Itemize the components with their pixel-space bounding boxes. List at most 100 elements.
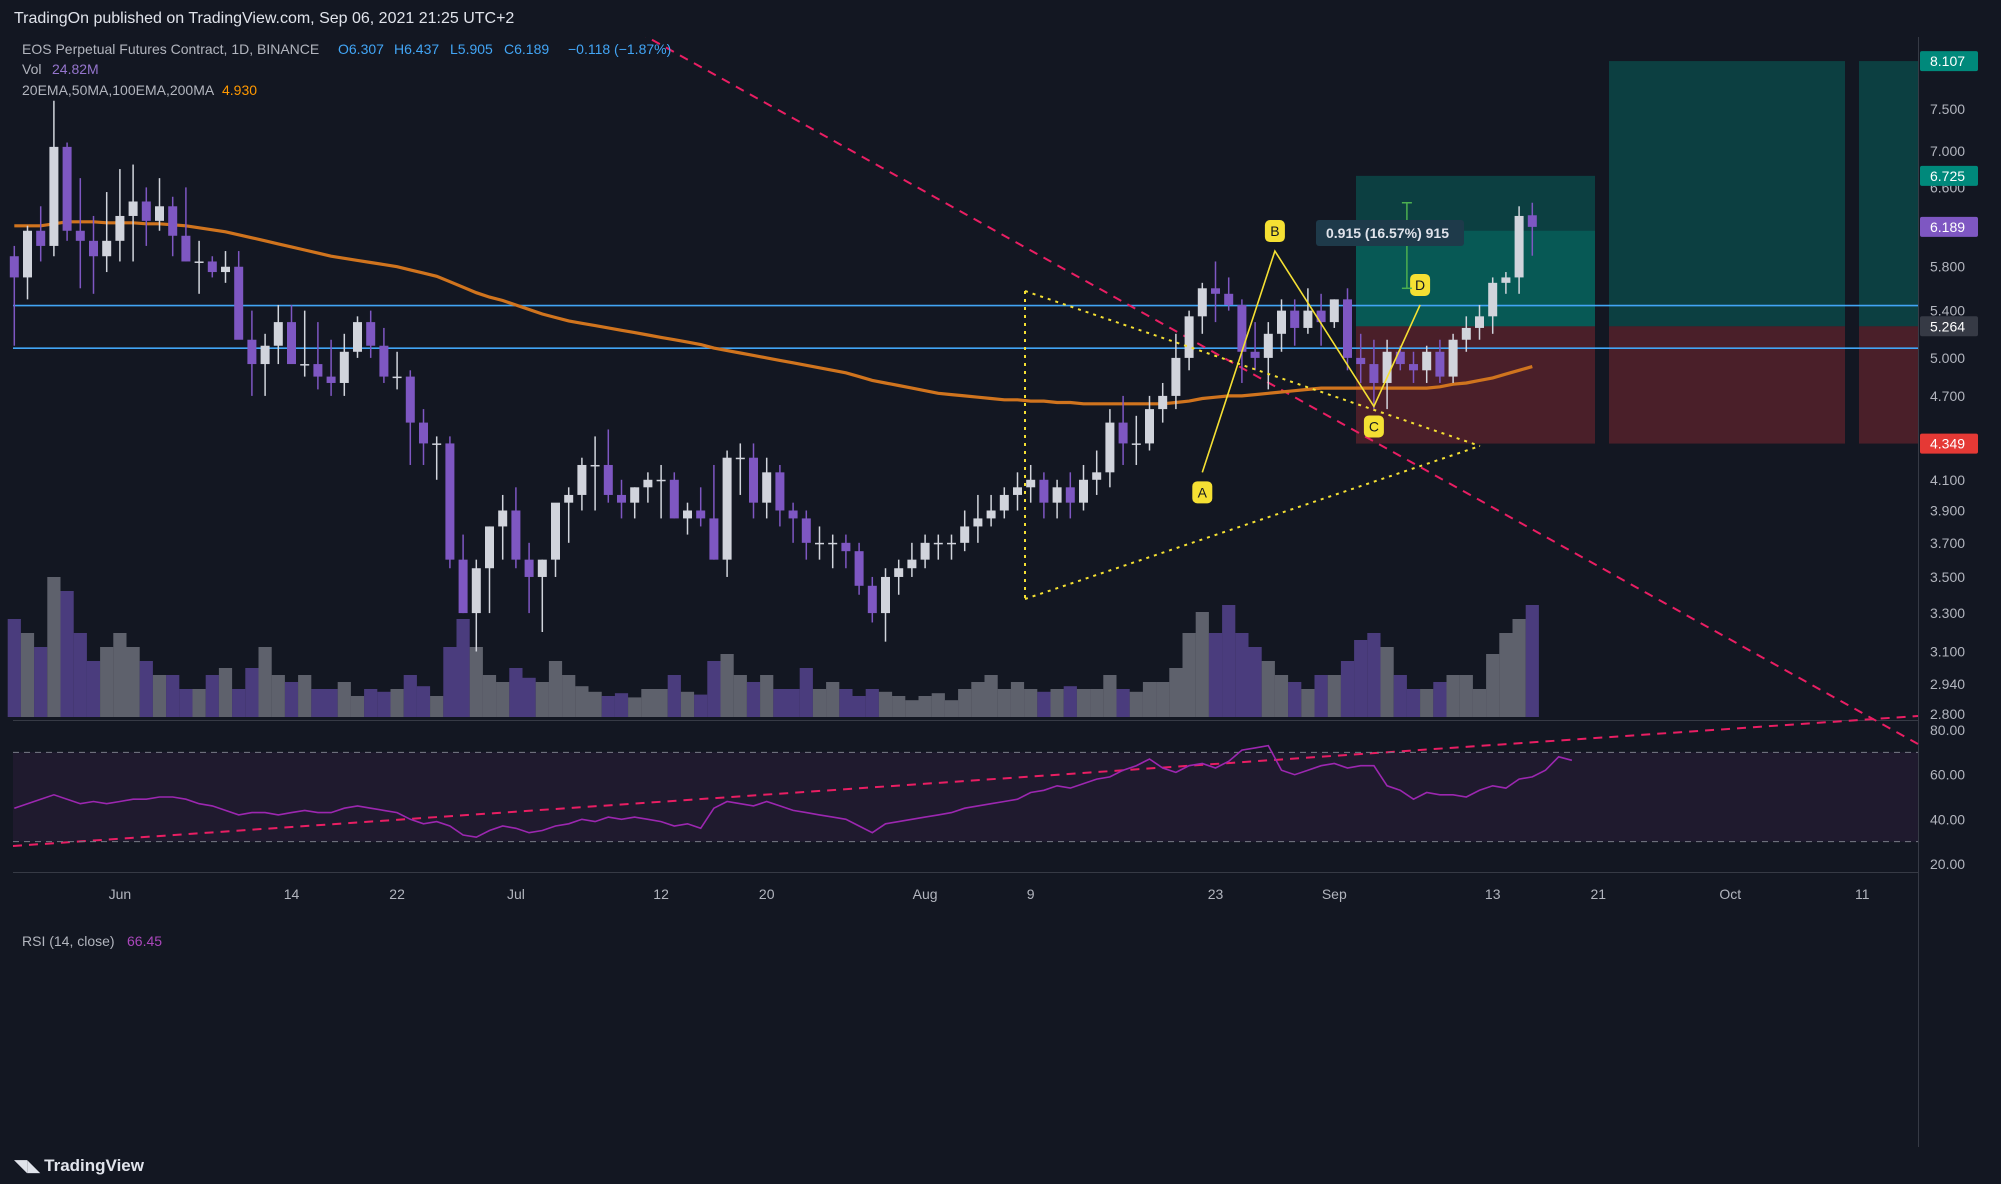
candle-body[interactable] [49, 146, 59, 246]
candle-body[interactable] [1092, 472, 1102, 480]
candle-body[interactable] [62, 146, 72, 231]
candle-body[interactable] [498, 510, 508, 527]
candle-body[interactable] [432, 443, 442, 445]
candle-body[interactable] [1065, 487, 1075, 503]
candle-body[interactable] [683, 510, 692, 519]
candle-body[interactable] [1382, 351, 1392, 383]
candle-body[interactable] [603, 464, 613, 495]
candle-body[interactable] [788, 510, 798, 519]
candle-body[interactable] [960, 526, 970, 543]
candle-body[interactable] [1356, 357, 1366, 365]
candle-body[interactable] [1013, 487, 1022, 495]
candle-body[interactable] [313, 364, 323, 377]
candle-body[interactable] [419, 422, 428, 444]
candle-body[interactable] [986, 510, 996, 519]
candle-body[interactable] [128, 201, 138, 216]
candle-body[interactable] [920, 542, 930, 560]
candle-body[interactable] [775, 472, 785, 511]
candle-body[interactable] [1039, 479, 1049, 503]
candle-body[interactable] [511, 510, 521, 560]
candle-body[interactable] [445, 443, 455, 560]
candle-body[interactable] [326, 376, 336, 383]
candle-body[interactable] [89, 240, 98, 257]
candle-body[interactable] [643, 479, 653, 488]
candle-body[interactable] [564, 494, 574, 503]
candle-body[interactable] [379, 345, 389, 377]
candle-body[interactable] [1514, 215, 1524, 278]
candle-body[interactable] [1079, 479, 1088, 503]
candle-body[interactable] [1158, 395, 1168, 410]
candle-body[interactable] [762, 472, 772, 503]
candle-body[interactable] [1171, 357, 1181, 396]
candle-body[interactable] [207, 261, 217, 273]
candle-body[interactable] [234, 266, 244, 340]
candle-body[interactable] [537, 559, 547, 577]
candle-body[interactable] [485, 526, 494, 569]
candle-body[interactable] [669, 479, 679, 519]
candle-body[interactable] [722, 457, 732, 560]
candle-body[interactable] [339, 351, 349, 383]
candle-body[interactable] [1303, 310, 1313, 328]
candle-body[interactable] [102, 240, 112, 257]
candle-body[interactable] [458, 559, 468, 614]
candle-body[interactable] [1461, 327, 1471, 340]
candle-body[interactable] [735, 457, 745, 460]
candle-body[interactable] [1145, 409, 1154, 444]
candle-body[interactable] [1224, 293, 1234, 305]
candle-body[interactable] [36, 230, 46, 246]
candle-body[interactable] [577, 464, 587, 495]
tradingview-logo[interactable]: ◥◣ TradingView [14, 1156, 144, 1176]
candle-body[interactable] [1435, 351, 1445, 377]
candle-body[interactable] [749, 457, 758, 503]
candle-body[interactable] [366, 322, 376, 346]
candle-body[interactable] [471, 568, 481, 614]
candle-body[interactable] [141, 201, 151, 221]
candle-body[interactable] [590, 464, 600, 467]
candle-body[interactable] [1277, 310, 1286, 334]
harmonic-pattern-line[interactable] [1201, 249, 1421, 473]
candle-body[interactable] [656, 479, 666, 482]
candle-body[interactable] [1184, 316, 1194, 358]
candle-body[interactable] [524, 559, 534, 577]
candle-body[interactable] [1501, 277, 1511, 283]
candle-body[interactable] [1250, 351, 1260, 358]
candle-body[interactable] [221, 266, 230, 273]
candle-body[interactable] [1369, 364, 1379, 383]
candle-body[interactable] [973, 518, 983, 527]
candle-body[interactable] [1131, 443, 1141, 445]
candle-body[interactable] [273, 322, 283, 346]
rsi-line[interactable] [14, 744, 1573, 839]
candle-body[interactable] [1527, 215, 1537, 227]
candle-body[interactable] [1105, 422, 1115, 473]
candle-body[interactable] [155, 206, 164, 221]
candle-body[interactable] [881, 576, 890, 614]
candle-body[interactable] [815, 542, 824, 545]
candle-body[interactable] [260, 345, 270, 365]
candle-body[interactable] [1026, 479, 1036, 488]
candle-body[interactable] [999, 494, 1009, 511]
candle-body[interactable] [551, 502, 560, 560]
candle-body[interactable] [933, 542, 943, 545]
candle-body[interactable] [1343, 299, 1352, 358]
candle-body[interactable] [1197, 288, 1207, 317]
candle-body[interactable] [1409, 364, 1418, 371]
candle-body[interactable] [841, 542, 851, 552]
candle-body[interactable] [1329, 299, 1339, 323]
descending-trendline[interactable] [638, 37, 1919, 745]
candle-body[interactable] [630, 487, 640, 503]
candle-body[interactable] [353, 322, 362, 352]
candle-body[interactable] [947, 542, 956, 545]
candle-body[interactable] [247, 339, 257, 365]
candle-body[interactable] [115, 215, 125, 241]
candle-body[interactable] [194, 261, 204, 263]
candle-body[interactable] [75, 230, 85, 241]
candle-body[interactable] [1316, 310, 1326, 323]
candle-body[interactable] [1395, 351, 1405, 365]
candle-body[interactable] [854, 551, 864, 586]
candle-body[interactable] [23, 230, 32, 278]
ascending-trendline[interactable] [12, 715, 1919, 847]
candle-body[interactable] [1263, 333, 1273, 358]
candle-body[interactable] [1052, 487, 1062, 503]
candle-body[interactable] [392, 376, 402, 379]
